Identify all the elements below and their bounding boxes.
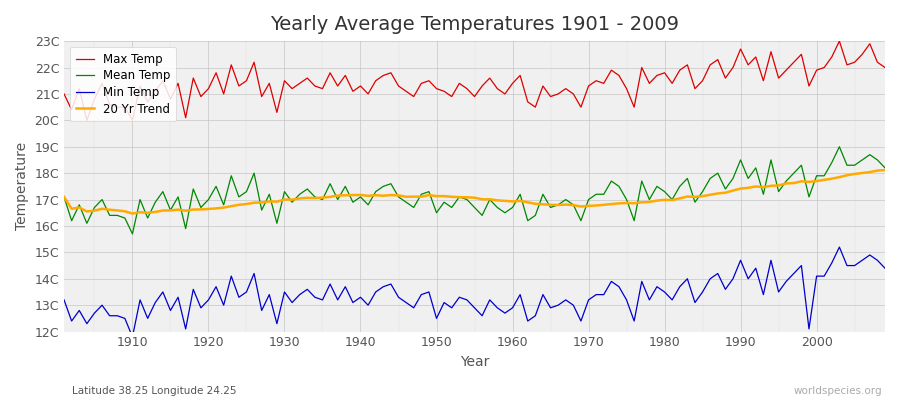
Text: worldspecies.org: worldspecies.org [794,386,882,396]
Line: 20 Yr Trend: 20 Yr Trend [64,170,885,214]
Max Temp [127,118,138,123]
20 Yr Trend [879,168,890,172]
Mean Temp [127,232,138,236]
20 Yr Trend [507,199,517,204]
Mean Temp [879,166,890,170]
Min Temp [507,306,517,310]
Mean Temp [120,216,130,220]
Max Temp [507,81,517,86]
Min Temp [294,292,305,297]
20 Yr Trend [606,202,616,206]
20 Yr Trend [120,209,130,214]
20 Yr Trend [294,196,305,201]
20 Yr Trend [127,211,138,216]
Min Temp [58,298,69,302]
Mean Temp [58,194,69,199]
Min Temp [879,266,890,271]
Legend: Max Temp, Mean Temp, Min Temp, 20 Yr Trend: Max Temp, Mean Temp, Min Temp, 20 Yr Tre… [70,47,176,122]
Line: Mean Temp: Mean Temp [64,147,885,234]
Min Temp [120,316,130,321]
Max Temp [834,39,845,44]
Max Temp [879,65,890,70]
Line: Min Temp: Min Temp [64,247,885,337]
Mean Temp [515,192,526,197]
Mean Temp [606,179,616,184]
Mean Temp [507,205,517,210]
Min Temp [606,279,616,284]
Max Temp [58,92,69,96]
Min Temp [515,292,526,297]
Text: Latitude 38.25 Longitude 24.25: Latitude 38.25 Longitude 24.25 [72,386,237,396]
Line: Max Temp: Max Temp [64,41,885,120]
Mean Temp [340,184,351,189]
Mean Temp [294,192,305,197]
Min Temp [834,245,845,250]
Y-axis label: Temperature: Temperature [15,142,29,230]
X-axis label: Year: Year [460,355,490,369]
20 Yr Trend [340,193,351,198]
Title: Yearly Average Temperatures 1901 - 2009: Yearly Average Temperatures 1901 - 2009 [270,15,679,34]
Max Temp [81,118,92,123]
Max Temp [606,68,616,72]
Max Temp [515,73,526,78]
Min Temp [127,334,138,339]
Max Temp [340,73,351,78]
Mean Temp [834,144,845,149]
Max Temp [294,81,305,86]
20 Yr Trend [58,194,69,199]
Min Temp [340,284,351,289]
20 Yr Trend [515,198,526,203]
